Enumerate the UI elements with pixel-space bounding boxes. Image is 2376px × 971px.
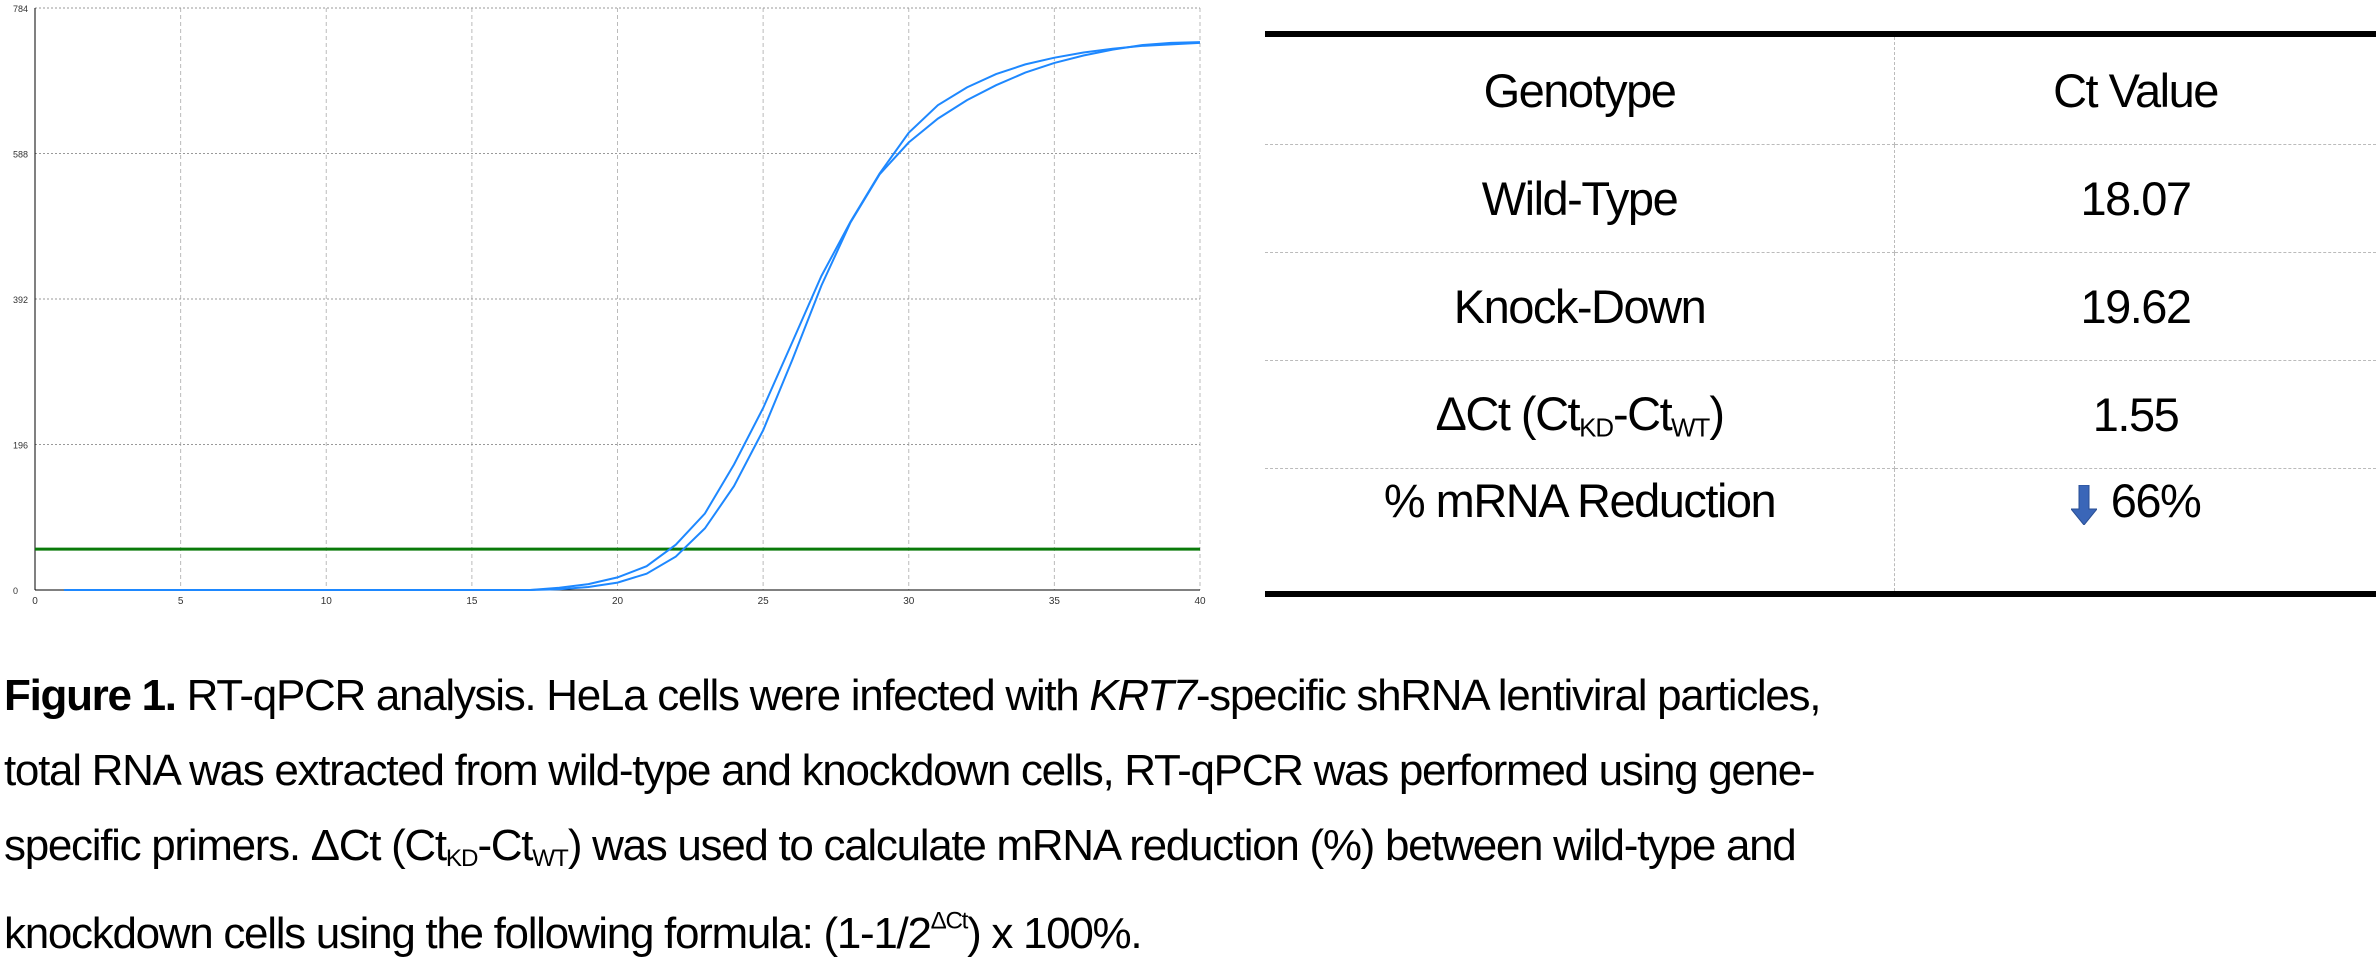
caption-text: knockdown cells using the following form… xyxy=(4,909,931,958)
row-value: 66% xyxy=(1895,469,2376,595)
table-row: Wild-Type 18.07 xyxy=(1265,145,2376,253)
x-tick-label: 10 xyxy=(321,596,333,607)
y-tick-label: 392 xyxy=(13,295,28,305)
row-label: Knock-Down xyxy=(1265,253,1895,361)
caption-line: Figure 1. RT-qPCR analysis. HeLa cells w… xyxy=(4,658,1820,733)
subscript-wt: WT xyxy=(532,845,568,872)
caption-text: specific primers. ΔCt (Ct xyxy=(4,821,446,870)
header-ct-value: Ct Value xyxy=(1895,34,2376,145)
x-tick-label: 40 xyxy=(1194,596,1206,607)
caption-line: total RNA was extracted from wild-type a… xyxy=(4,733,1820,808)
paren-text: ) xyxy=(1709,387,1723,440)
caption-line: knockdown cells using the following form… xyxy=(4,896,1820,971)
x-tick-label: 0 xyxy=(32,596,38,607)
amplification-curve-2 xyxy=(64,42,1200,590)
row-label: % mRNA Reduction xyxy=(1265,469,1895,595)
caption-text: -Ct xyxy=(477,821,532,870)
figure-label: Figure 1. xyxy=(4,671,176,720)
delta-ct-text: ΔCt (Ct xyxy=(1435,387,1579,440)
caption-text: RT-qPCR analysis. HeLa cells were infect… xyxy=(176,671,1090,720)
y-tick-label: 588 xyxy=(13,150,28,160)
superscript-delta-ct: ΔCt xyxy=(931,908,967,935)
subscript-kd: KD xyxy=(1579,414,1613,442)
amplification-chart: 0 5 10 15 20 25 30 35 40 0 196 392 588 784 xyxy=(0,0,1220,610)
caption-text: -specific shRNA lentiviral particles, xyxy=(1196,671,1820,720)
caption-text: ) was used to calculate mRNA reduction (… xyxy=(568,821,1796,870)
x-tick-label: 15 xyxy=(466,596,478,607)
x-tick-label: 30 xyxy=(903,596,915,607)
y-tick-label: 784 xyxy=(13,4,28,14)
gene-name: KRT7 xyxy=(1089,671,1195,720)
row-value: 19.62 xyxy=(1895,253,2376,361)
subscript-wt: WT xyxy=(1671,414,1709,442)
x-tick-label: 20 xyxy=(612,596,624,607)
x-tick-label: 35 xyxy=(1049,596,1061,607)
table-row: Knock-Down 19.62 xyxy=(1265,253,2376,361)
amplification-curve-1 xyxy=(64,43,1200,590)
header-genotype: Genotype xyxy=(1265,34,1895,145)
x-tick-label: 25 xyxy=(758,596,770,607)
x-tick-label: 5 xyxy=(178,596,184,607)
subscript-kd: KD xyxy=(446,845,478,872)
y-tick-label: 0 xyxy=(13,586,18,596)
table-header-row: Genotype Ct Value xyxy=(1265,34,2376,145)
reduction-value: 66% xyxy=(2111,474,2201,527)
ct-value-table: Genotype Ct Value Wild-Type 18.07 Knock-… xyxy=(1265,31,2376,597)
row-label: Wild-Type xyxy=(1265,145,1895,253)
ct-text: -Ct xyxy=(1613,387,1671,440)
row-value: 1.55 xyxy=(1895,361,2376,469)
caption-line: specific primers. ΔCt (CtKD-CtWT) was us… xyxy=(4,808,1820,896)
caption-text: ) x 100%. xyxy=(967,909,1141,958)
row-value: 18.07 xyxy=(1895,145,2376,253)
figure-caption: Figure 1. RT-qPCR analysis. HeLa cells w… xyxy=(4,658,1820,971)
down-arrow-icon xyxy=(2071,485,2097,525)
table-row: ΔCt (CtKD-CtWT) 1.55 xyxy=(1265,361,2376,469)
row-label: ΔCt (CtKD-CtWT) xyxy=(1265,361,1895,469)
table-row: % mRNA Reduction 66% xyxy=(1265,469,2376,595)
y-tick-label: 196 xyxy=(13,441,28,451)
